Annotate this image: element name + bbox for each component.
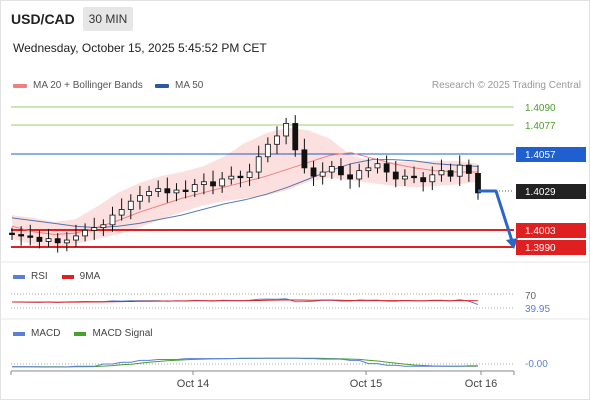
macd-label: MACD <box>31 328 61 339</box>
bollinger-band-area <box>12 127 478 247</box>
rsi-level-70: 70 <box>525 291 537 302</box>
macd-signal-label: MACD Signal <box>92 328 153 339</box>
candle-body <box>411 175 417 179</box>
candle-body <box>237 175 244 179</box>
candle-body <box>338 166 344 176</box>
legend-ma20: MA 20 + Bollinger Bands <box>13 80 143 91</box>
candle-body <box>456 164 463 177</box>
candle-body <box>109 214 116 226</box>
candle-body <box>200 181 207 185</box>
candle-body <box>392 171 399 180</box>
axis-label-oct14: Oct 14 <box>177 378 209 390</box>
candle-body <box>82 229 88 237</box>
axis-label-oct15: Oct 15 <box>350 378 382 390</box>
rsi-legend: RSI 9MA <box>13 271 100 282</box>
candle-body <box>310 167 317 177</box>
candle-body <box>365 167 372 172</box>
ma20-swatch <box>13 83 27 88</box>
rsi-ma-swatch <box>61 274 74 279</box>
chart-datetime: Wednesday, October 15, 2025 5:45:52 PM C… <box>13 41 267 55</box>
level-label-2: 1.4077 <box>525 121 556 132</box>
candle-body <box>264 143 271 158</box>
candle-body <box>18 234 25 237</box>
candle-body <box>100 224 107 228</box>
candle-body <box>429 174 436 183</box>
candle-body <box>328 166 335 173</box>
symbol-title: USD/CAD <box>11 11 75 27</box>
candle-body <box>182 189 189 192</box>
pivot-tag-label: 1.4057 <box>525 150 556 161</box>
candle-body <box>228 175 235 180</box>
candle-body <box>292 123 299 151</box>
rsi-ma-line <box>12 299 479 303</box>
forecast-arrowhead-icon <box>506 238 518 249</box>
candle-body <box>36 236 43 242</box>
candle-body <box>447 170 454 177</box>
macd-line <box>12 357 478 368</box>
rsi-swatch <box>13 274 25 279</box>
ma50-swatch <box>155 83 169 88</box>
time-axis-ticks <box>10 371 515 375</box>
candle-body <box>347 174 353 180</box>
candle-body <box>118 209 125 216</box>
candle-body <box>475 173 481 194</box>
target-tag-1 <box>516 223 586 238</box>
last-price-label: 1.4029 <box>525 187 556 198</box>
ma50-label: MA 50 <box>175 80 204 91</box>
candle-body <box>319 171 326 177</box>
macd-value: -0.00 <box>525 359 548 370</box>
candle-body <box>127 200 134 210</box>
candle-body <box>383 163 390 173</box>
candle-body <box>402 175 408 180</box>
level-label-1: 1.4090 <box>525 103 556 114</box>
candle-body <box>45 238 52 242</box>
candle-body <box>219 178 226 187</box>
candle-body <box>420 177 427 183</box>
candle-body <box>283 123 290 137</box>
ma50-line <box>11 159 479 229</box>
candle-body <box>54 238 61 244</box>
candle-body <box>164 188 171 194</box>
rsi-label: RSI <box>31 271 48 282</box>
candle-body <box>374 163 381 169</box>
candle-body <box>63 239 70 244</box>
candle-body <box>191 184 198 192</box>
macd-legend: MACD MACD Signal <box>13 328 152 339</box>
macd-swatch <box>13 331 25 336</box>
target-tag-2-label: 1.3990 <box>525 243 556 254</box>
macd-signal-swatch <box>74 331 87 336</box>
target-tag-1-label: 1.4003 <box>525 226 556 237</box>
candle-body <box>155 188 162 192</box>
candle-body <box>438 170 445 176</box>
rsi-ma-label: 9MA <box>79 271 101 282</box>
candle-body <box>9 232 15 236</box>
candle-body <box>274 135 280 145</box>
candle-body <box>91 227 98 231</box>
target-tag-2 <box>516 240 586 255</box>
forecast-arrow <box>478 189 514 242</box>
axis-label-oct16: Oct 16 <box>465 378 497 390</box>
candle-body <box>356 170 363 180</box>
candle-body <box>27 235 34 238</box>
candle-body <box>146 191 152 197</box>
legend-ma50: MA 50 <box>155 80 203 91</box>
candle-body <box>301 149 308 169</box>
candle-body <box>255 156 262 173</box>
pivot-tag <box>516 147 586 162</box>
candle-body <box>73 235 79 241</box>
ma20-label: MA 20 + Bollinger Bands <box>33 80 143 91</box>
last-price-tag <box>516 184 586 199</box>
candlesticks <box>9 115 481 253</box>
candle-body <box>246 171 253 178</box>
macd-signal-line <box>12 357 479 368</box>
timeframe-button[interactable]: 30 MIN <box>83 7 133 31</box>
ma20-line <box>11 152 478 236</box>
research-credit: Research © 2025 Trading Central <box>431 80 581 91</box>
rsi-value: 39.95 <box>525 304 550 315</box>
candle-body <box>173 189 180 194</box>
candle-body <box>465 164 472 174</box>
candle-body <box>137 195 143 202</box>
candle-body <box>210 181 216 187</box>
